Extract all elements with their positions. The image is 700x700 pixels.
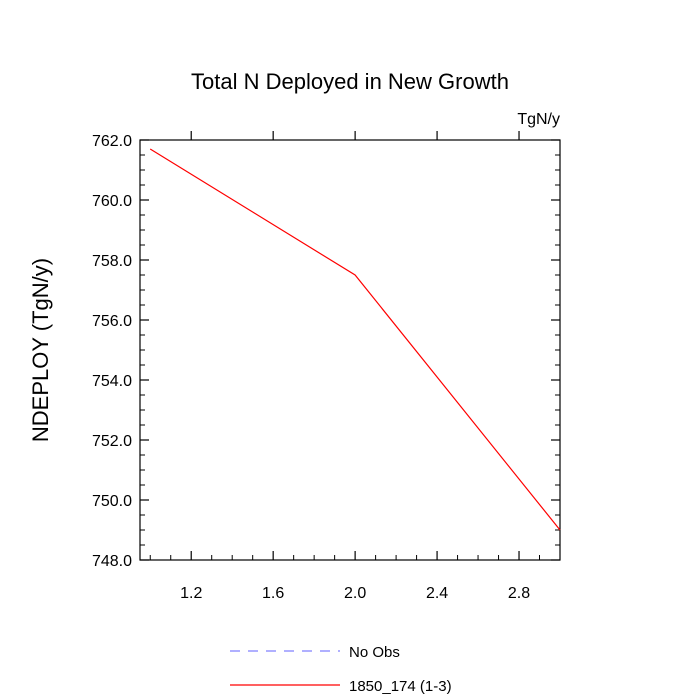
x-tick-label: 2.0 <box>344 585 366 602</box>
y-tick-label: 754.0 <box>92 373 132 390</box>
y-tick-label: 762.0 <box>92 133 132 150</box>
y-tick-label: 760.0 <box>92 193 132 210</box>
x-tick-label: 2.4 <box>426 585 448 602</box>
series-group <box>149 148 561 531</box>
legend-label-0: No Obs <box>349 644 400 661</box>
x-tick-label: 2.8 <box>508 585 530 602</box>
units-label: TgN/y <box>517 111 560 128</box>
y-tick-label: 752.0 <box>92 433 132 450</box>
legend-label-1: 1850_174 (1-3) <box>349 678 452 695</box>
legend: No Obs 1850_174 (1-3) <box>230 644 452 695</box>
x-tick-label: 1.6 <box>262 585 284 602</box>
y-tick-label: 750.0 <box>92 493 132 510</box>
y-tick-label: 748.0 <box>92 553 132 570</box>
y-tick-label: 756.0 <box>92 313 132 330</box>
x-tick-label: 1.2 <box>180 585 202 602</box>
y-axis-label: NDEPLOY (TgN/y) <box>28 258 53 442</box>
chart-title: Total N Deployed in New Growth <box>191 69 509 94</box>
axes: 748.0 750.0 752.0 754.0 756.0 758.0 760.0 762.0… <box>92 131 561 602</box>
series-line-0 <box>149 148 561 531</box>
plot-frame <box>139 139 561 561</box>
y-tick-label: 758.0 <box>92 253 132 270</box>
